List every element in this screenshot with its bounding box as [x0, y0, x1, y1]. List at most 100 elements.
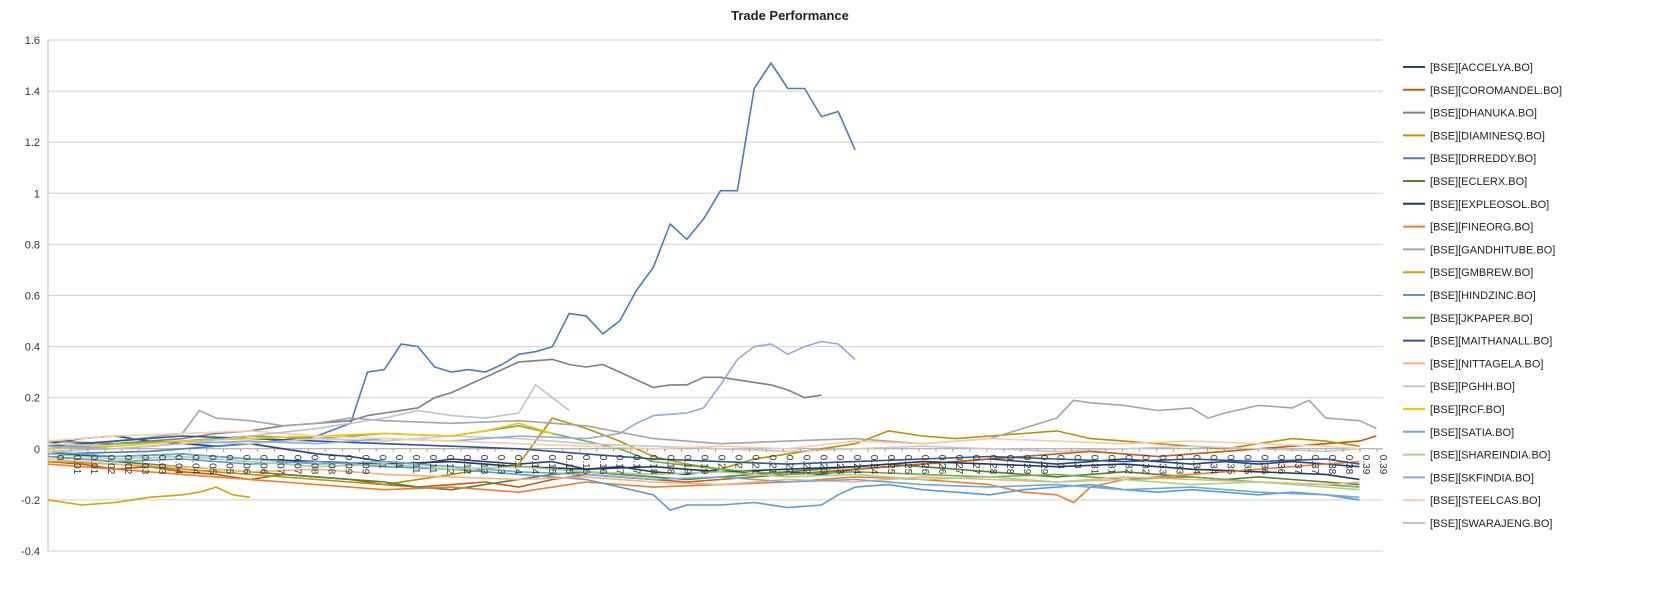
x-tick-label: 0.35 [1224, 455, 1235, 475]
x-tick-label: 0.34 [1207, 455, 1218, 475]
x-tick-label: 0.29 [1038, 455, 1049, 475]
x-tick-label: 0.21 [766, 455, 777, 475]
legend-label: [BSE][DHANUKA.BO] [1430, 108, 1537, 120]
x-tick-label: 0.08 [325, 455, 336, 475]
x-tick-label: 0.07 [275, 455, 286, 475]
series-line [47, 453, 1360, 491]
x-tick-label: 0.33 [1157, 455, 1168, 475]
legend-label: [BSE][SKFINDIA.BO] [1430, 472, 1534, 484]
x-tick-label: 0.16 [580, 455, 591, 475]
x-tick-label: 0.28 [987, 455, 998, 475]
legend-label: [BSE][SATIA.BO] [1430, 427, 1514, 439]
x-tick-label: 0.1 [393, 455, 404, 469]
legend-label: [BSE][DIAMINESQ.BO] [1430, 130, 1545, 142]
legend-label: [BSE][RCF.BO] [1430, 404, 1505, 416]
y-tick-label: -0.2 [21, 495, 40, 507]
series-line [47, 455, 1360, 491]
x-tick-label: 0.28 [1004, 455, 1015, 475]
x-tick-label: 0.05 [207, 455, 218, 475]
x-tick-label: 0.25 [902, 455, 913, 475]
x-tick-label: 0.09 [359, 455, 370, 475]
x-tick-label: 0.19 [699, 455, 710, 475]
x-tick-label: 0.14 [529, 455, 540, 475]
y-tick-label: -0.4 [21, 546, 40, 558]
legend-label: [BSE][ACCELYA.BO] [1430, 62, 1533, 74]
series-line [47, 422, 553, 450]
x-tick-label: 0.11 [410, 455, 421, 474]
legend-label: [BSE][COROMANDEL.BO] [1430, 85, 1562, 97]
series-line [47, 425, 1360, 488]
x-tick-label: 0.29 [1021, 455, 1032, 475]
gridlines [48, 39, 1383, 552]
x-tick-label: 0.2 [732, 455, 743, 469]
x-tick-label: 0.37 [1309, 455, 1320, 475]
x-tick-label: 0.06 [258, 455, 269, 475]
legend-label: [BSE][FINEORG.BO] [1430, 222, 1533, 234]
x-tick-label: 0.26 [919, 455, 930, 475]
x-tick-label: 0.12 [444, 455, 455, 475]
series-line [47, 340, 856, 450]
x-tick-label: 0.02 [105, 455, 116, 475]
x-tick-label: 0.23 [817, 455, 828, 475]
x-tick-label: 0.08 [308, 455, 319, 475]
x-tick-label: 0.3 [1072, 455, 1083, 469]
y-tick-label: 0.4 [25, 342, 40, 354]
series-lines [47, 62, 1377, 511]
x-tick-label: 0.35 [1241, 455, 1252, 475]
y-tick-label: 0.8 [25, 239, 40, 251]
legend-label: [BSE][SWARAJENG.BO] [1430, 518, 1552, 530]
x-tick-label: 0.04 [173, 455, 184, 475]
x-tick-label: 0.19 [682, 455, 693, 475]
x-tick-label: 0.38 [1326, 455, 1337, 475]
legend-label: [BSE][MAITHANALL.BO] [1430, 336, 1552, 348]
x-tick-label: 0.21 [749, 455, 760, 475]
legend-label: [BSE][EXPLEOSOL.BO] [1430, 199, 1549, 211]
series-line [47, 430, 1360, 450]
legend-label: [BSE][STEELCAS.BO] [1430, 495, 1541, 507]
series-line [47, 435, 1360, 465]
y-tick-label: 1.6 [25, 35, 40, 47]
y-tick-label: 0.6 [25, 291, 40, 303]
series-line [47, 384, 570, 453]
legend-label: [BSE][NITTAGELA.BO] [1430, 358, 1544, 370]
y-axis: -0.4 -0.2 0 0.2 0.4 0.6 0.8 1 1.2 1.4 1.6 [21, 35, 49, 558]
x-tick-label: 0.38 [1343, 455, 1354, 475]
x-tick-label: 0 [54, 455, 65, 461]
legend: [BSE][ACCELYA.BO] [BSE][COROMANDEL.BO] [BS… [1403, 62, 1562, 530]
legend-label: [BSE][ECLERX.BO] [1430, 176, 1527, 188]
x-tick-label: 0.16 [597, 455, 608, 475]
x-tick-label: 0.09 [342, 455, 353, 475]
y-tick-label: 1.2 [25, 137, 40, 149]
x-tick-label: 0.26 [936, 455, 947, 475]
series-line [47, 486, 250, 506]
series-line [47, 458, 1360, 486]
x-tick-label: 0.03 [156, 455, 167, 475]
series-line [47, 450, 1360, 499]
x-tick-label: 0.22 [783, 455, 794, 475]
x-tick-label: 0.17 [631, 455, 642, 475]
x-tick-label: 0.22 [800, 455, 811, 475]
legend-label: [BSE][GMBREW.BO] [1430, 267, 1533, 279]
legend-label: [BSE][PGHH.BO] [1430, 381, 1515, 393]
x-tick-label: 0.18 [665, 455, 676, 475]
series-line [47, 455, 1360, 511]
legend-label: [BSE][GANDHITUBE.BO] [1430, 244, 1555, 256]
y-tick-label: 1 [34, 188, 40, 200]
legend-label: [BSE][SHAREINDIA.BO] [1430, 450, 1550, 462]
y-tick-label: 0 [34, 444, 40, 456]
series-line [47, 399, 1377, 450]
x-tick-label: 0.37 [1292, 455, 1303, 475]
y-tick-label: 0.2 [25, 393, 40, 405]
x-tick-label: 0.02 [122, 455, 133, 475]
x-tick-label: 0.34 [1190, 455, 1201, 475]
series-line [47, 417, 1360, 486]
x-tick-label: 0.32 [1123, 455, 1134, 475]
x-tick-label: 0.14 [512, 455, 523, 475]
legend-label: [BSE][JKPAPER.BO] [1430, 313, 1533, 325]
x-tick-label: 0.24 [868, 455, 879, 475]
x-tick-label: 0.24 [851, 455, 862, 475]
x-tick-label: 0.06 [241, 455, 252, 475]
x-tick-label: 0.36 [1275, 455, 1286, 475]
series-line [47, 62, 856, 455]
